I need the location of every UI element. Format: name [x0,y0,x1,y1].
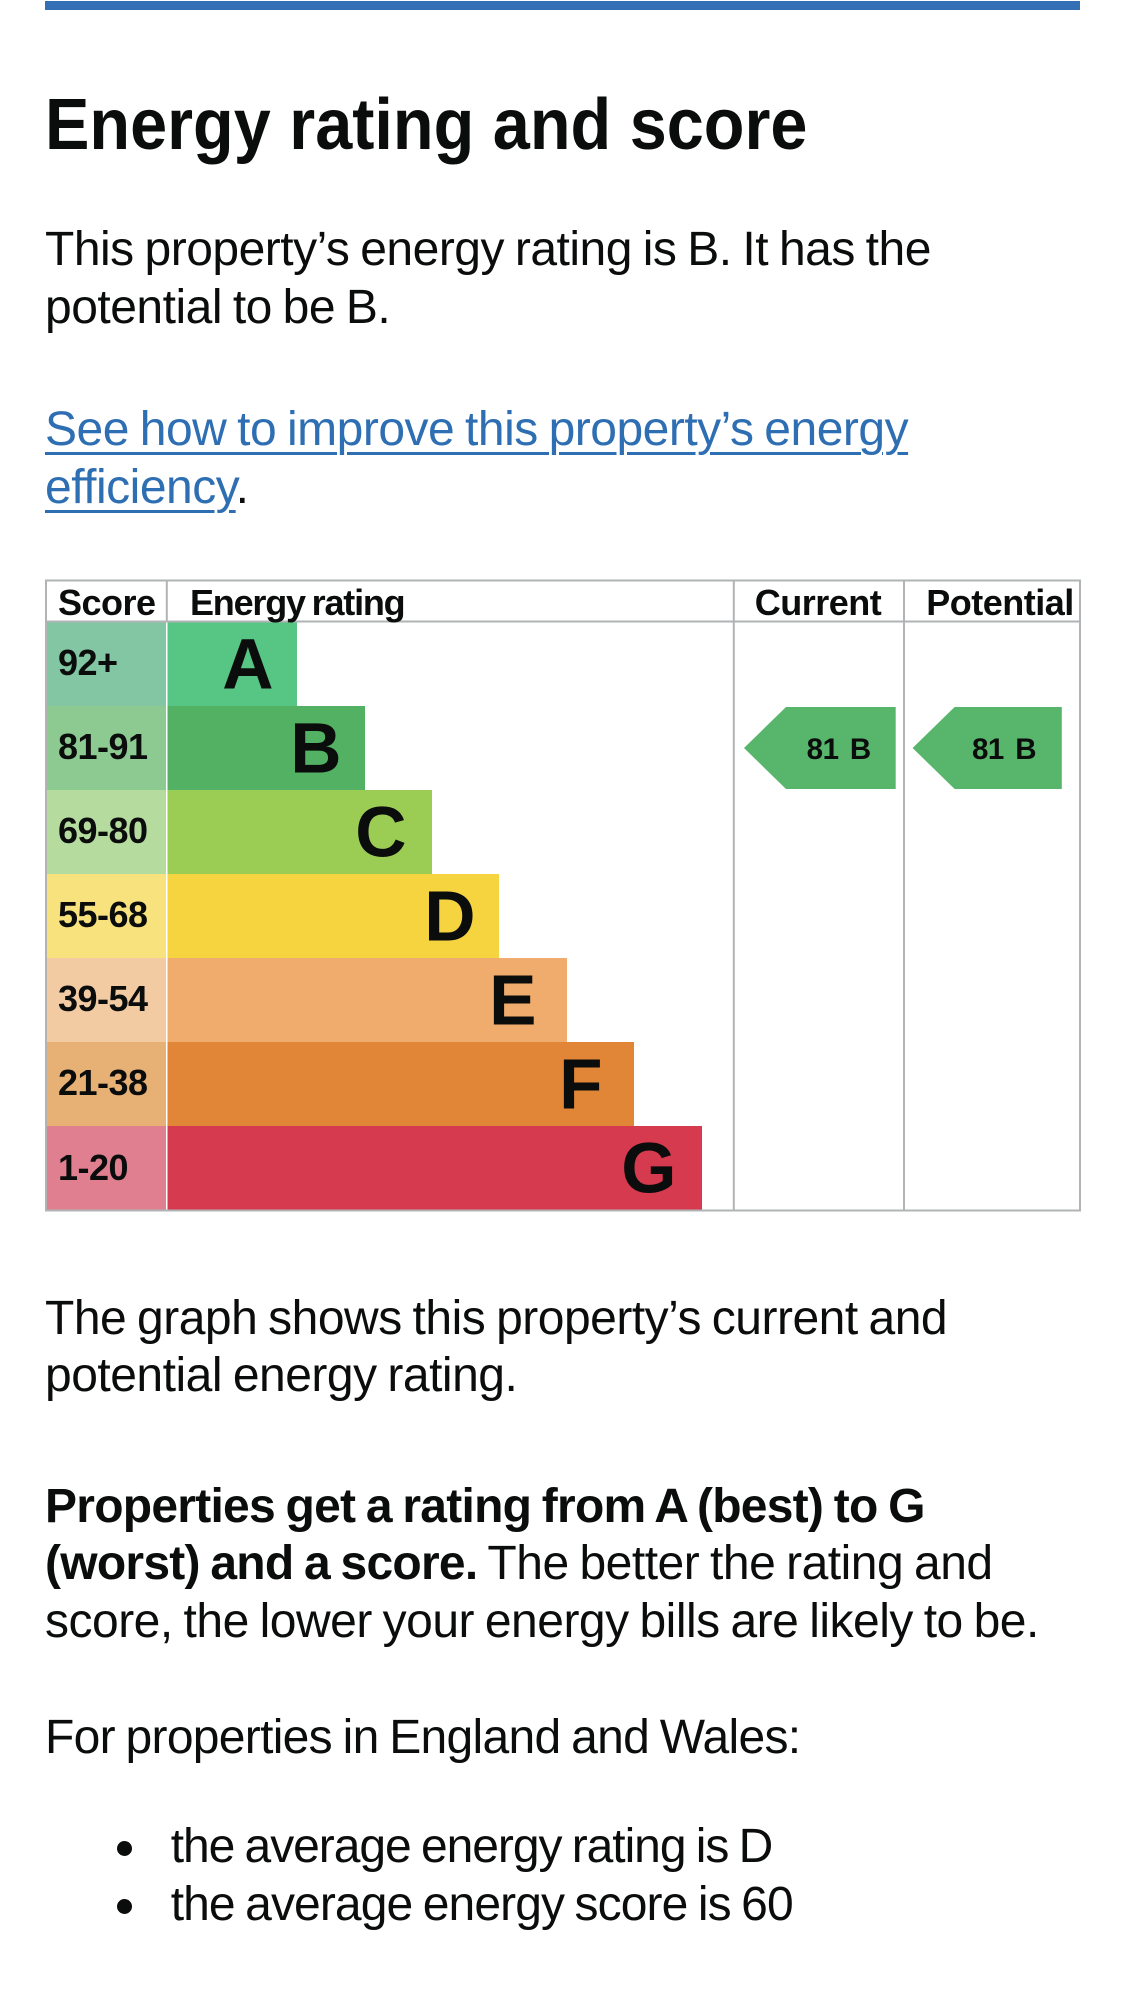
svg-text:69-80: 69-80 [58,810,148,851]
svg-text:Score: Score [58,582,156,623]
svg-text:81 B: 81 B [807,733,871,766]
svg-text:F: F [559,1045,602,1124]
svg-text:Potential: Potential [926,582,1074,623]
svg-text:81-91: 81-91 [58,726,148,767]
svg-text:A: A [222,625,273,704]
svg-text:55-68: 55-68 [58,894,148,935]
svg-text:1-20: 1-20 [58,1147,128,1188]
svg-text:C: C [355,793,406,872]
svg-text:39-54: 39-54 [58,978,148,1019]
svg-text:Current: Current [755,582,882,623]
svg-text:G: G [621,1129,676,1208]
svg-text:E: E [489,961,536,1040]
svg-text:B: B [290,709,341,788]
svg-text:21-38: 21-38 [58,1062,148,1103]
svg-text:92+: 92+ [58,642,118,683]
svg-text:D: D [424,877,475,956]
svg-text:Energy rating: Energy rating [190,582,404,623]
svg-text:81 B: 81 B [972,733,1036,766]
